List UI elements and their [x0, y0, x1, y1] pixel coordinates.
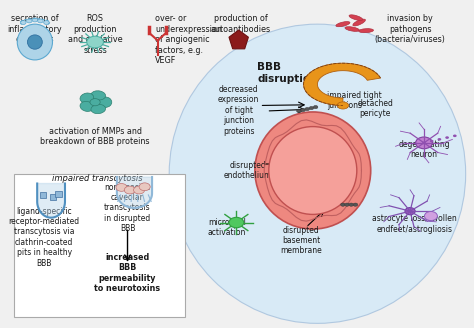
Circle shape: [422, 142, 426, 144]
Ellipse shape: [349, 15, 363, 20]
Circle shape: [353, 203, 358, 206]
Ellipse shape: [345, 27, 359, 31]
Circle shape: [438, 138, 441, 141]
Text: degenerating
neuron: degenerating neuron: [398, 140, 450, 159]
Ellipse shape: [90, 99, 100, 106]
Polygon shape: [303, 63, 381, 106]
Circle shape: [424, 212, 438, 221]
Polygon shape: [117, 177, 152, 208]
Text: BBB
disruption: BBB disruption: [257, 62, 318, 84]
Circle shape: [124, 186, 136, 194]
Ellipse shape: [80, 93, 94, 103]
Circle shape: [301, 108, 305, 112]
Ellipse shape: [91, 91, 106, 100]
Text: over- or
underexpression
of angiogenic
factors, e.g.
VEGF: over- or underexpression of angiogenic f…: [155, 14, 222, 65]
Text: disrupted
endothelium: disrupted endothelium: [224, 161, 272, 180]
Circle shape: [134, 186, 145, 194]
Circle shape: [32, 18, 37, 22]
Ellipse shape: [336, 22, 350, 27]
FancyBboxPatch shape: [14, 174, 185, 317]
Text: production of
autoantibodies: production of autoantibodies: [211, 14, 271, 34]
Ellipse shape: [80, 101, 94, 112]
Polygon shape: [37, 183, 65, 218]
Ellipse shape: [405, 208, 415, 215]
Circle shape: [341, 203, 345, 206]
FancyBboxPatch shape: [55, 191, 62, 196]
Circle shape: [27, 19, 32, 23]
Ellipse shape: [359, 29, 374, 33]
Text: ligand-specific
receptor-mediated
transcytosis via
clathrin-coated
pits in healt: ligand-specific receptor-mediated transc…: [9, 207, 80, 268]
Ellipse shape: [255, 112, 371, 229]
Ellipse shape: [337, 102, 349, 109]
Circle shape: [416, 137, 432, 149]
Text: increased
BBB
permeability
to neurotoxins: increased BBB permeability to neurotoxin…: [94, 253, 161, 293]
Text: microglial
activation: microglial activation: [208, 218, 246, 237]
Text: lumen: lumen: [299, 166, 327, 175]
Text: impaired transcytosis: impaired transcytosis: [52, 174, 143, 183]
Circle shape: [87, 36, 103, 48]
FancyBboxPatch shape: [39, 192, 46, 198]
Circle shape: [345, 203, 349, 206]
Circle shape: [313, 106, 318, 109]
Text: non-specific
caveolar
transcytosis
in disrupted
BBB: non-specific caveolar transcytosis in di…: [104, 183, 151, 233]
Ellipse shape: [269, 127, 357, 215]
Circle shape: [445, 136, 449, 139]
Text: astrocyte loss/swollen
endfeet/astrogliosis: astrocyte loss/swollen endfeet/astroglio…: [373, 215, 457, 234]
Circle shape: [20, 21, 26, 25]
Circle shape: [229, 217, 244, 228]
Text: ROS
production
and oxidative
stress: ROS production and oxidative stress: [68, 14, 122, 54]
Polygon shape: [229, 30, 248, 49]
Text: disrupted
basement
membrane: disrupted basement membrane: [280, 226, 322, 255]
Text: detached
pericyte: detached pericyte: [357, 99, 393, 118]
Ellipse shape: [17, 24, 53, 60]
Text: secretion of
inflammatory
cytokines: secretion of inflammatory cytokines: [8, 14, 62, 44]
Text: decreased
expression
of tight
junction
proteins: decreased expression of tight junction p…: [218, 85, 259, 136]
Circle shape: [297, 109, 301, 113]
Ellipse shape: [99, 97, 112, 107]
Ellipse shape: [353, 19, 365, 26]
Ellipse shape: [91, 104, 106, 113]
Text: impaired tight
junctions: impaired tight junctions: [327, 91, 382, 110]
Text: activation of MMPs and
breakdown of BBB proteins: activation of MMPs and breakdown of BBB …: [40, 127, 150, 146]
Circle shape: [305, 107, 310, 111]
Text: invasion by
pathogens
(bacteria/viruses): invasion by pathogens (bacteria/viruses): [374, 14, 446, 44]
Circle shape: [453, 134, 456, 137]
Ellipse shape: [27, 35, 42, 49]
Circle shape: [37, 19, 43, 23]
Circle shape: [116, 183, 127, 191]
Ellipse shape: [169, 24, 465, 323]
Circle shape: [430, 140, 434, 142]
Circle shape: [309, 106, 314, 110]
Circle shape: [349, 203, 354, 206]
Circle shape: [44, 21, 49, 25]
FancyBboxPatch shape: [50, 194, 56, 200]
Circle shape: [139, 183, 150, 191]
